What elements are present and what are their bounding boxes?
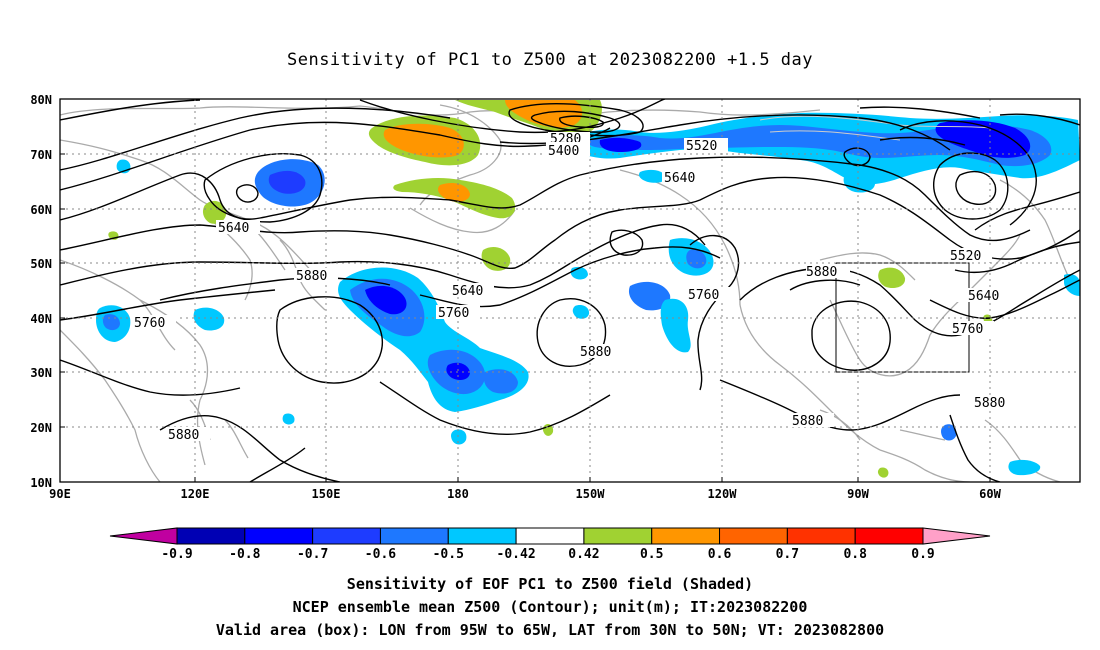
contour-label: 5640 bbox=[968, 289, 999, 304]
contour-label: 5400 bbox=[548, 144, 579, 159]
caption-line-3: Valid area (box): LON from 95W to 65W, L… bbox=[215, 621, 885, 639]
colorbar-box bbox=[651, 527, 721, 545]
contour-label: 5760 bbox=[688, 288, 719, 303]
contour-label: 5640 bbox=[452, 284, 483, 299]
caption-line-1: Sensitivity of EOF PC1 to Z500 field (Sh… bbox=[346, 575, 754, 593]
caption-line-2: NCEP ensemble mean Z500 (Contour); unit(… bbox=[292, 598, 808, 616]
contour-label: 5520 bbox=[950, 249, 981, 264]
z500-contours bbox=[60, 99, 1080, 482]
colorbar-box bbox=[786, 527, 856, 545]
lat-label: 30N bbox=[30, 366, 52, 380]
colorbar-box bbox=[583, 527, 653, 545]
contour-label: 5880 bbox=[580, 345, 611, 360]
colorbar-low-triangle bbox=[109, 527, 178, 545]
contour-label: 5760 bbox=[952, 322, 983, 337]
colorbar-tick-label: 0.6 bbox=[708, 547, 732, 562]
contour-label: 5760 bbox=[438, 306, 469, 321]
lon-label: 150W bbox=[576, 487, 606, 501]
tick-marks bbox=[60, 98, 991, 482]
negative-sensitivity-shading bbox=[96, 112, 1080, 476]
coastlines bbox=[60, 104, 1080, 482]
lat-label: 20N bbox=[30, 421, 52, 435]
contour-label: 5760 bbox=[134, 316, 165, 331]
colorbar-box bbox=[312, 527, 381, 545]
lat-label: 50N bbox=[30, 257, 52, 271]
lat-label: 60N bbox=[30, 203, 52, 217]
colorbar-box bbox=[447, 527, 517, 545]
longitude-labels: 90E 120E 150E 180 150W 120W 90W 60W bbox=[49, 487, 1001, 501]
lon-label: 120E bbox=[181, 487, 210, 501]
contour-label: 5640 bbox=[218, 221, 249, 236]
colorbar: -0.9 -0.8 -0.7 -0.6 -0.5 -0.42 0.42 0.5 0.6 0.7 0.… bbox=[109, 527, 991, 562]
colorbar-box bbox=[515, 527, 585, 545]
colorbar-tick-label: 0.9 bbox=[911, 547, 934, 562]
colorbar-tick-label: 0.5 bbox=[640, 547, 663, 562]
lat-label: 70N bbox=[30, 148, 52, 162]
positive-sensitivity-shading bbox=[108, 100, 993, 478]
lon-label: 90W bbox=[847, 487, 869, 501]
contour-label: 5520 bbox=[686, 139, 717, 154]
contour-label: 5880 bbox=[296, 269, 327, 284]
contour-label: 5880 bbox=[792, 414, 823, 429]
colorbar-box bbox=[854, 527, 924, 545]
colorbar-high-triangle bbox=[922, 527, 991, 545]
colorbar-tick-label: -0.42 bbox=[497, 547, 536, 562]
colorbar-tick-label: -0.7 bbox=[297, 547, 328, 562]
lon-label: 180 bbox=[447, 487, 469, 501]
colorbar-box bbox=[719, 527, 788, 545]
colorbar-tick-label: -0.9 bbox=[161, 547, 192, 562]
lat-label: 10N bbox=[30, 476, 52, 490]
lon-label: 90E bbox=[49, 487, 71, 501]
contour-label: 5880 bbox=[974, 396, 1005, 411]
lon-label: 60W bbox=[979, 487, 1001, 501]
latitude-labels: 80N 70N 60N 50N 40N 30N 20N 10N bbox=[30, 93, 52, 490]
colorbar-tick-label: 0.8 bbox=[843, 547, 867, 562]
colorbar-box bbox=[244, 527, 314, 545]
contour-label: 5880 bbox=[806, 265, 837, 280]
colorbar-box bbox=[379, 527, 449, 545]
contour-label: 5880 bbox=[168, 428, 199, 443]
colorbar-box bbox=[176, 527, 246, 545]
colorbar-tick-label: -0.8 bbox=[229, 547, 260, 562]
colorbar-tick-label: 0.42 bbox=[568, 547, 599, 562]
contour-labels: 5280 5400 5520 5640 5640 5640 5760 5880 … bbox=[132, 132, 1016, 443]
colorbar-tick-label: -0.5 bbox=[433, 547, 464, 562]
lat-label: 80N bbox=[30, 93, 52, 107]
contour-label: 5640 bbox=[664, 171, 695, 186]
colorbar-tick-label: -0.6 bbox=[365, 547, 396, 562]
lat-label: 40N bbox=[30, 312, 52, 326]
plot-frame bbox=[59, 98, 1081, 483]
lon-label: 150E bbox=[312, 487, 341, 501]
colorbar-tick-label: 0.7 bbox=[776, 547, 799, 562]
lon-label: 120W bbox=[708, 487, 738, 501]
map-title: Sensitivity of PC1 to Z500 at 2023082200… bbox=[286, 50, 813, 70]
